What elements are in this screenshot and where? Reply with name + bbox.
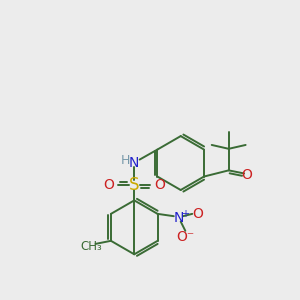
Text: N: N [129, 156, 140, 170]
Text: O: O [241, 168, 252, 182]
Text: S: S [129, 176, 140, 194]
Text: CH₃: CH₃ [80, 241, 102, 254]
Text: O⁻: O⁻ [176, 230, 194, 244]
Text: O: O [192, 207, 203, 221]
Text: +: + [181, 209, 189, 219]
Text: H: H [120, 154, 130, 167]
Text: O: O [103, 178, 114, 192]
Text: N: N [174, 211, 184, 225]
Text: O: O [154, 178, 165, 192]
